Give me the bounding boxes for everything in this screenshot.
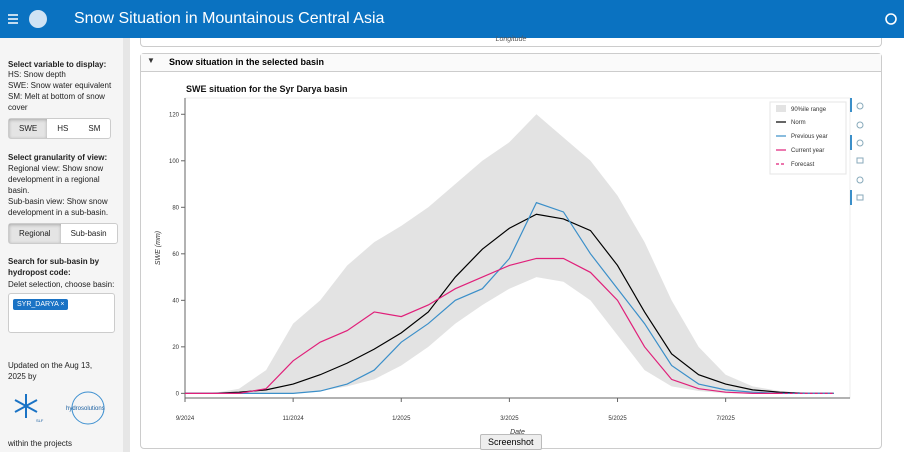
- x-axis-label: Date: [510, 429, 525, 436]
- x-tick-label: 1/2025: [392, 416, 411, 422]
- legend-label: Norm: [791, 120, 806, 126]
- status: [885, 13, 897, 25]
- tag-remove[interactable]: ×: [60, 301, 65, 308]
- screenshot-button[interactable]: Screenshot: [480, 434, 542, 450]
- partner: hydrosolutions: [66, 406, 105, 412]
- legend-label: 90%ile range: [791, 107, 827, 113]
- button[interactable]: Regional: [9, 224, 61, 243]
- help: HS: Snow depth SWE: Snow water equivalent…: [8, 69, 116, 113]
- series-line: [185, 257, 780, 394]
- legend-label: Previous year: [791, 134, 828, 140]
- updated: Updated on the Aug 13, 2025 by: [8, 361, 93, 381]
- help: Regional view: Show snow development in …: [8, 163, 116, 218]
- label: Search for sub-basin by hydropost code:: [8, 257, 100, 277]
- y-tick-label: 80: [172, 205, 179, 211]
- y-axis-label: SWE (mm): [155, 231, 162, 265]
- help-line: Sub-basin view: Show snow development in…: [8, 197, 109, 217]
- series-line: [185, 201, 834, 394]
- tag: SYR_DARYA ×: [13, 299, 69, 310]
- legend-swatch: [776, 105, 786, 112]
- axis-label: Longitude: [495, 36, 527, 43]
- button[interactable]: SM: [88, 124, 101, 133]
- title: Snow Situation in Mountainous Central As…: [74, 10, 385, 27]
- x-tick-label: 3/2025: [500, 416, 519, 422]
- label: Select variable to display:: [8, 60, 107, 69]
- help-line: HS: Snow depth: [8, 70, 66, 79]
- legend: [769, 101, 847, 175]
- help-line: SM: Melt at bottom of snow cover: [8, 92, 105, 112]
- logos: hydrosolutions SLF: [14, 391, 105, 425]
- map-panel: Longitude: [140, 36, 882, 47]
- x-tick-label: 11/2024: [283, 416, 305, 422]
- y-tick-label: 100: [169, 159, 180, 165]
- header-icons: [8, 10, 47, 28]
- help-line: Regional view: Show snow development in …: [8, 164, 104, 195]
- slf: SLF: [36, 418, 44, 423]
- panel-header: Snow situation in the selected basin: [141, 54, 881, 72]
- help: Delet selection, choose basin:: [8, 280, 115, 289]
- button[interactable]: HS: [57, 124, 69, 133]
- x-tick-label: 5/2025: [608, 416, 627, 422]
- x-tick-label: 9/2024: [176, 416, 195, 422]
- band: [185, 114, 834, 394]
- y-tick-label: 60: [172, 252, 179, 258]
- y-tick-label: 120: [169, 112, 180, 118]
- toggle[interactable]: ▼: [147, 56, 155, 65]
- legend-label: Current year: [791, 148, 824, 154]
- button-group: Regional Sub-basin: [8, 223, 118, 244]
- button[interactable]: SWE: [9, 119, 48, 138]
- scrollbar: [123, 38, 130, 452]
- label: Select granularity of view:: [8, 153, 108, 162]
- chart-title: SWE situation for the Syr Darya basin: [186, 84, 348, 94]
- footer: within the projects: [8, 439, 73, 448]
- y-tick-label: 20: [172, 345, 179, 351]
- button-group: SWE HS SM: [8, 118, 112, 139]
- legend-label: Forecast: [791, 162, 815, 168]
- header: Snow Situation in Mountainous Central As…: [0, 0, 904, 38]
- sidebar: Select variable to display: HS: Snow dep…: [0, 38, 123, 452]
- y-tick-label: 0: [176, 391, 180, 397]
- button[interactable]: Sub-basin: [70, 229, 107, 238]
- tag-text: SYR_DARYA: [17, 301, 59, 308]
- x-tick-label: 7/2025: [716, 416, 735, 422]
- series-line: [185, 213, 834, 394]
- select[interactable]: SYR_DARYA ×: [8, 293, 115, 333]
- help-line: SWE: Snow water equivalent: [8, 81, 112, 90]
- panel-title: Snow situation in the selected basin: [169, 57, 325, 67]
- toolbar: [850, 98, 864, 205]
- y-tick-label: 40: [172, 298, 179, 304]
